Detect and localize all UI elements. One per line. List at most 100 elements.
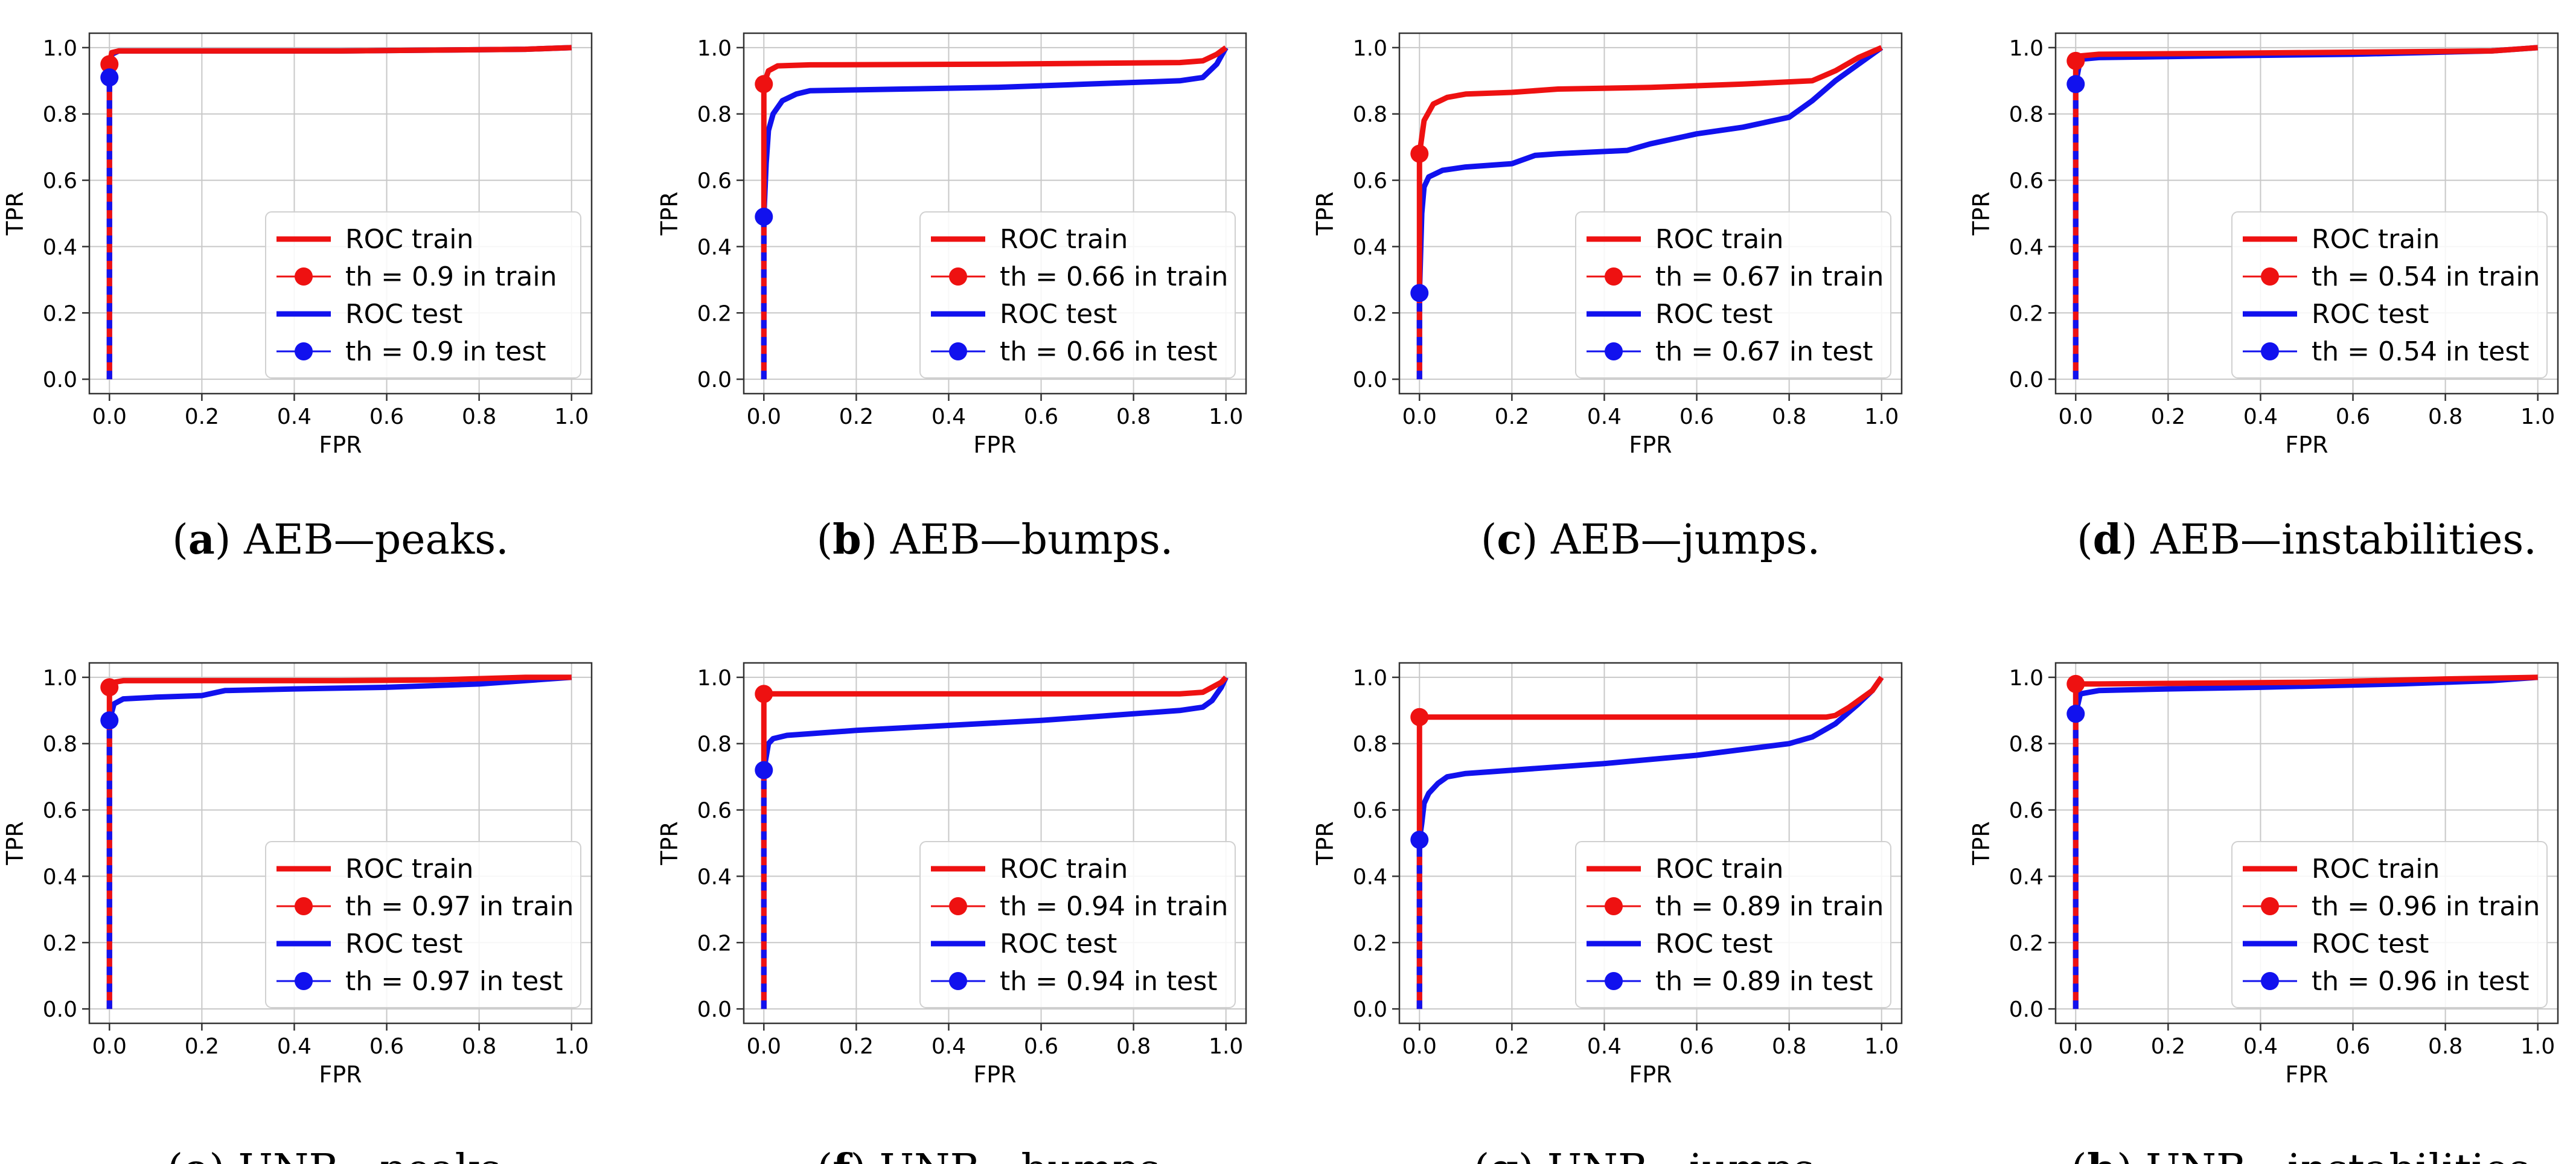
plot-frame bbox=[1398, 32, 1903, 395]
y-tick-label: 0.4 bbox=[1353, 865, 1387, 889]
threshold-train-point bbox=[2066, 674, 2085, 693]
caption-open-paren: ( bbox=[2077, 516, 2093, 564]
panel-caption: (e) UNB—peaks. bbox=[167, 1145, 514, 1164]
y-tick-label: 0.0 bbox=[1353, 368, 1387, 392]
x-tick-label: 0.8 bbox=[1772, 405, 1806, 429]
caption-panel-letter: d bbox=[2093, 516, 2122, 564]
y-tick-label: 0.2 bbox=[1353, 301, 1387, 326]
x-axis-label: FPR bbox=[1629, 1061, 1672, 1088]
legend: ROC train th = 0.66 in train ROC test th = … bbox=[919, 211, 1236, 379]
legend-test-marker bbox=[1605, 972, 1623, 990]
x-tick-label: 0.8 bbox=[2428, 405, 2463, 429]
x-axis-label: FPR bbox=[1629, 432, 1672, 458]
y-tick-label: 0.8 bbox=[697, 732, 732, 757]
legend-box bbox=[1575, 841, 1891, 1008]
x-axis-label: FPR bbox=[973, 1061, 1016, 1088]
plot-frame bbox=[88, 662, 593, 1025]
legend-label: th = 0.9 in train bbox=[345, 261, 557, 292]
legend-label: ROC test bbox=[1655, 929, 1772, 959]
caption-text: UNB—jumps. bbox=[1547, 1146, 1827, 1164]
y-axis-label: TPR bbox=[656, 821, 683, 866]
x-tick-label: 0.2 bbox=[1495, 1034, 1529, 1059]
threshold-train-point bbox=[755, 685, 773, 703]
y-tick-label: 0.2 bbox=[697, 301, 732, 326]
legend-label: th = 0.89 in test bbox=[1655, 966, 1873, 997]
x-tick-label: 0.2 bbox=[839, 405, 874, 429]
caption-panel-letter: g bbox=[1489, 1145, 1518, 1164]
threshold-train-point bbox=[755, 75, 773, 94]
y-tick-label: 0.8 bbox=[43, 732, 77, 757]
roc-test-line bbox=[1416, 676, 1884, 1009]
legend-label: ROC train bbox=[1000, 854, 1128, 884]
caption-close-paren: ) bbox=[2117, 1146, 2146, 1164]
legend-label: ROC train bbox=[2312, 854, 2440, 884]
roc-test-line bbox=[761, 676, 1229, 1009]
legend-test-marker bbox=[2261, 972, 2279, 990]
caption-close-paren: ) bbox=[1518, 1146, 1547, 1164]
legend-box bbox=[2231, 211, 2548, 379]
caption-text: UNB—instabilities. bbox=[2146, 1146, 2543, 1164]
panel-caption: (f) UNB—bumps. bbox=[817, 1145, 1174, 1164]
caption-open-paren: ( bbox=[2071, 1146, 2087, 1164]
y-tick-label: 0.6 bbox=[1353, 799, 1387, 823]
legend-train-marker bbox=[949, 267, 967, 286]
x-tick-label: 0.6 bbox=[1024, 405, 1058, 429]
roc-test-line bbox=[761, 46, 1229, 380]
y-tick-label: 0.0 bbox=[2009, 997, 2044, 1022]
legend-label: ROC test bbox=[1000, 929, 1117, 959]
y-tick-label: 1.0 bbox=[43, 666, 77, 691]
legend-test-marker bbox=[295, 342, 313, 360]
y-tick-label: 0.4 bbox=[43, 235, 77, 260]
y-axis-label: TPR bbox=[2, 191, 28, 236]
x-tick-label: 0.8 bbox=[1116, 405, 1151, 429]
legend-label: th = 0.94 in train bbox=[1000, 891, 1228, 922]
y-tick-label: 0.4 bbox=[43, 865, 77, 889]
y-tick-label: 0.0 bbox=[2009, 368, 2044, 392]
x-axis-label: FPR bbox=[2285, 432, 2328, 458]
x-tick-label: 0.2 bbox=[185, 405, 219, 429]
y-tick-label: 1.0 bbox=[2009, 36, 2044, 61]
threshold-test-point bbox=[2066, 705, 2085, 723]
roc-test-line bbox=[1416, 45, 1884, 380]
roc-panel-d: 0.0 0.2 0.4 0.6 0.8 1.0 0.0 0.2 0.4 0.6 0.8 1.0 FPR T… bbox=[1968, 32, 2559, 564]
y-tick-label: 0.2 bbox=[43, 301, 77, 326]
x-tick-label: 0.0 bbox=[1402, 405, 1437, 429]
caption-panel-letter: a bbox=[188, 516, 215, 564]
legend-test-marker bbox=[2261, 342, 2279, 360]
caption-panel-letter: e bbox=[183, 1145, 209, 1164]
legend-label: th = 0.9 in test bbox=[345, 336, 546, 367]
y-tick-label: 0.2 bbox=[697, 931, 732, 956]
x-tick-label: 1.0 bbox=[2520, 405, 2555, 429]
x-tick-label: 0.2 bbox=[1495, 405, 1529, 429]
roc-panel-f: 0.0 0.2 0.4 0.6 0.8 1.0 0.0 0.2 0.4 0.6 0.8 1.0 FPR T… bbox=[656, 662, 1247, 1164]
y-axis-label: TPR bbox=[1312, 821, 1338, 866]
caption-text: AEB—peaks. bbox=[243, 516, 509, 564]
roc-panel-b: 0.0 0.2 0.4 0.6 0.8 1.0 0.0 0.2 0.4 0.6 0.8 1.0 FPR T… bbox=[656, 32, 1247, 564]
legend-box bbox=[1575, 211, 1891, 379]
y-tick-label: 0.4 bbox=[2009, 865, 2044, 889]
x-tick-label: 1.0 bbox=[1209, 405, 1243, 429]
y-tick-label: 0.4 bbox=[697, 865, 732, 889]
y-axis-label: TPR bbox=[1312, 191, 1338, 236]
y-axis-label: TPR bbox=[2, 821, 28, 866]
x-tick-label: 0.0 bbox=[747, 405, 781, 429]
x-tick-label: 0.6 bbox=[1680, 1034, 1714, 1059]
legend-box bbox=[2231, 841, 2548, 1008]
legend-train-marker bbox=[295, 897, 313, 915]
x-axis-label: FPR bbox=[2285, 1061, 2328, 1088]
x-tick-label: 0.6 bbox=[1680, 405, 1714, 429]
legend-test-marker bbox=[949, 342, 967, 360]
legend: ROC train th = 0.96 in train ROC test th = … bbox=[2231, 841, 2548, 1008]
y-tick-label: 0.0 bbox=[697, 997, 732, 1022]
x-tick-label: 0.4 bbox=[277, 405, 312, 429]
y-tick-label: 1.0 bbox=[43, 36, 77, 61]
legend-train-marker bbox=[1605, 897, 1623, 915]
threshold-test-point bbox=[100, 68, 119, 87]
roc-panel-e: 0.0 0.2 0.4 0.6 0.8 1.0 0.0 0.2 0.4 0.6 0.8 1.0 FPR T… bbox=[2, 662, 593, 1164]
panel-caption: (a) AEB—peaks. bbox=[172, 516, 509, 564]
y-tick-label: 0.8 bbox=[1353, 732, 1387, 757]
y-tick-label: 0.2 bbox=[2009, 301, 2044, 326]
legend: ROC train th = 0.54 in train ROC test th = … bbox=[2231, 211, 2548, 379]
legend: ROC train th = 0.9 in train ROC test th = 0… bbox=[265, 211, 581, 379]
